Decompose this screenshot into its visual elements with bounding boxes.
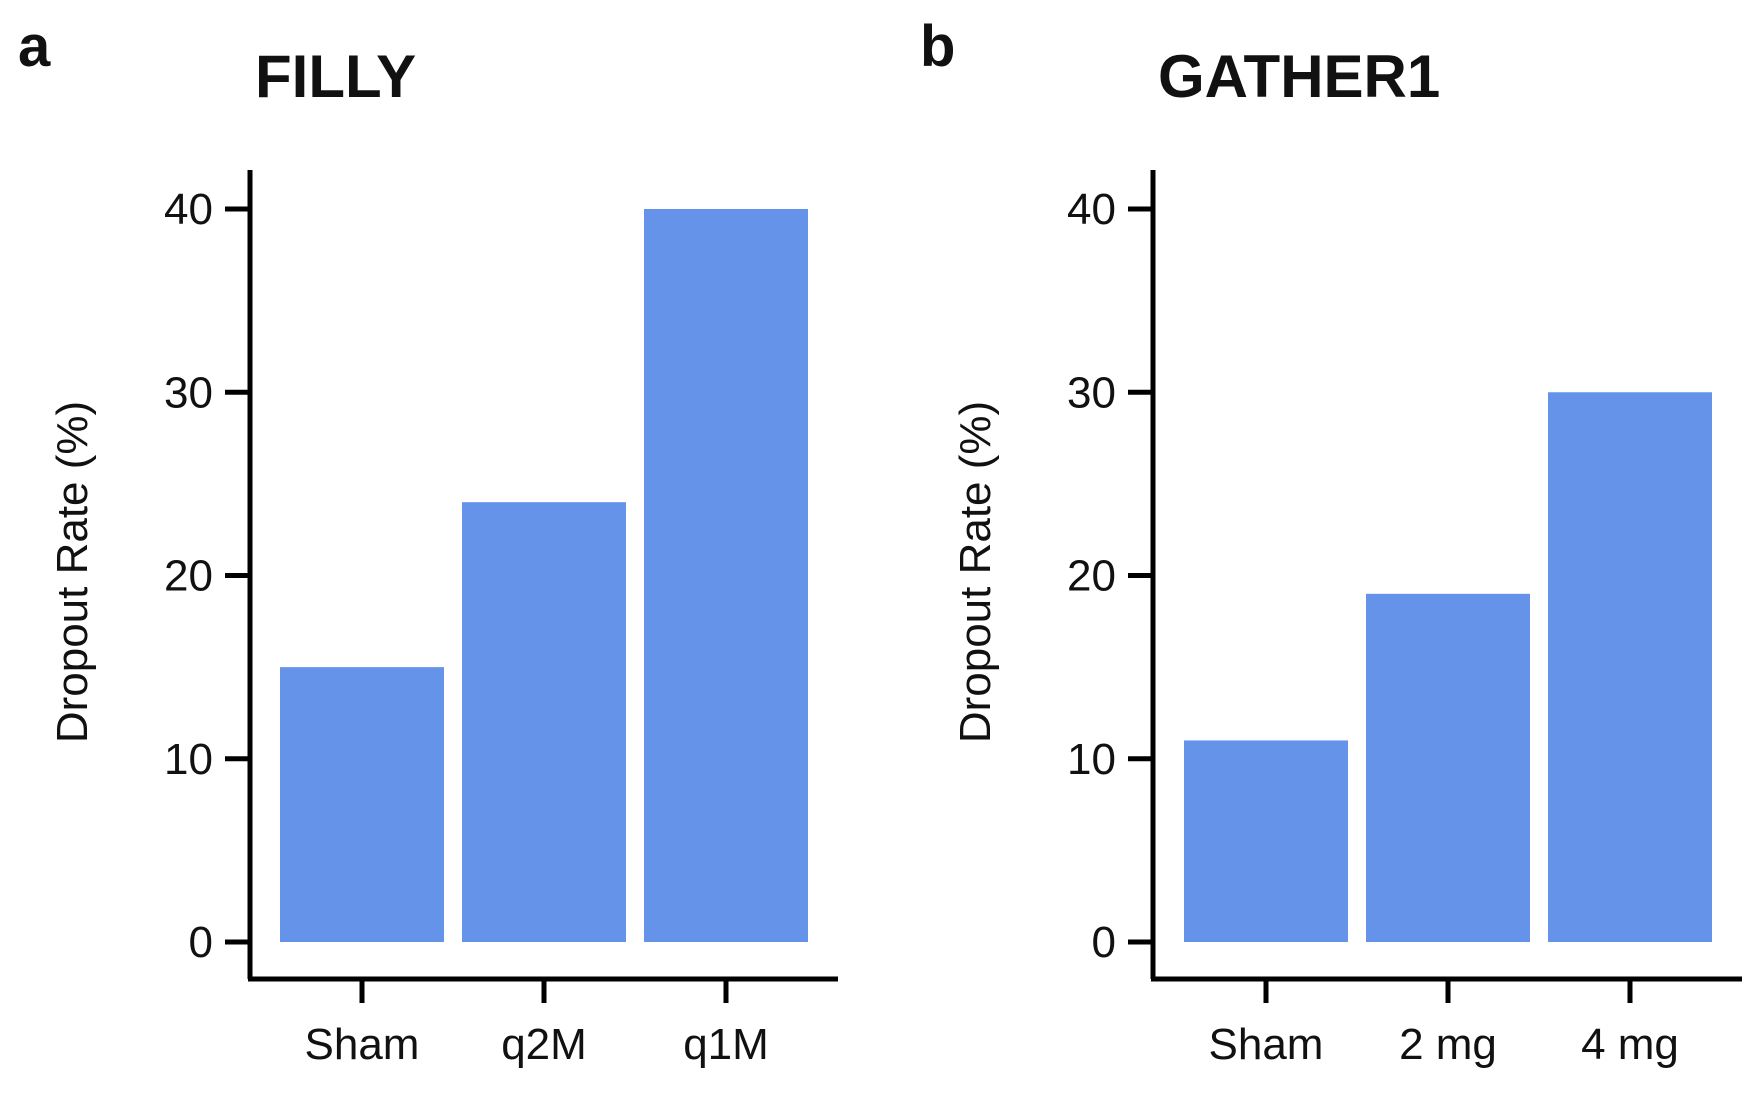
y-tick-group: 0 10 20 30 40 xyxy=(164,185,250,967)
y-tick-label: 30 xyxy=(1067,368,1116,417)
chart-title-filly: FILLY xyxy=(255,43,416,110)
x-tick-group: Sham 2 mg 4 mg xyxy=(1209,979,1679,1069)
x-tick-label: Sham xyxy=(305,1020,420,1069)
x-tick-label: q2M xyxy=(501,1020,587,1069)
bar-group xyxy=(1184,392,1712,942)
x-tick-label: 4 mg xyxy=(1581,1020,1679,1069)
y-tick-label: 20 xyxy=(1067,552,1116,601)
bar-sham xyxy=(280,667,444,942)
bar-q1m xyxy=(644,209,808,942)
y-tick-label: 20 xyxy=(164,552,213,601)
bar-q2m xyxy=(462,502,626,942)
y-tick-label: 0 xyxy=(1092,918,1116,967)
y-tick-label: 10 xyxy=(1067,735,1116,784)
panel-letter-b: b xyxy=(920,14,955,79)
y-tick-group: 0 10 20 30 40 xyxy=(1067,185,1153,967)
y-tick-label: 30 xyxy=(164,368,213,417)
bar-4-mg xyxy=(1548,392,1712,942)
bar-group xyxy=(280,209,808,942)
panel-b: b GATHER1 Dropout Rate (%) 0 10 20 30 40 Sha… xyxy=(920,14,1742,1069)
bar-2-mg xyxy=(1366,593,1530,942)
bar-sham xyxy=(1184,740,1348,942)
y-axis-label: Dropout Rate (%) xyxy=(48,401,97,743)
y-tick-label: 10 xyxy=(164,735,213,784)
chart-title-gather1: GATHER1 xyxy=(1158,43,1440,110)
x-tick-label: q1M xyxy=(683,1020,769,1069)
y-tick-label: 40 xyxy=(1067,185,1116,234)
x-tick-label: Sham xyxy=(1209,1020,1324,1069)
y-tick-label: 40 xyxy=(164,185,213,234)
panel-letter-a: a xyxy=(18,14,51,79)
y-tick-label: 0 xyxy=(189,918,213,967)
x-tick-label: 2 mg xyxy=(1399,1020,1497,1069)
x-tick-group: Sham q2M q1M xyxy=(305,979,769,1069)
panel-a: a FILLY Dropout Rate (%) 0 10 20 30 40 Sham q… xyxy=(18,14,838,1069)
y-axis-label: Dropout Rate (%) xyxy=(951,401,1000,743)
